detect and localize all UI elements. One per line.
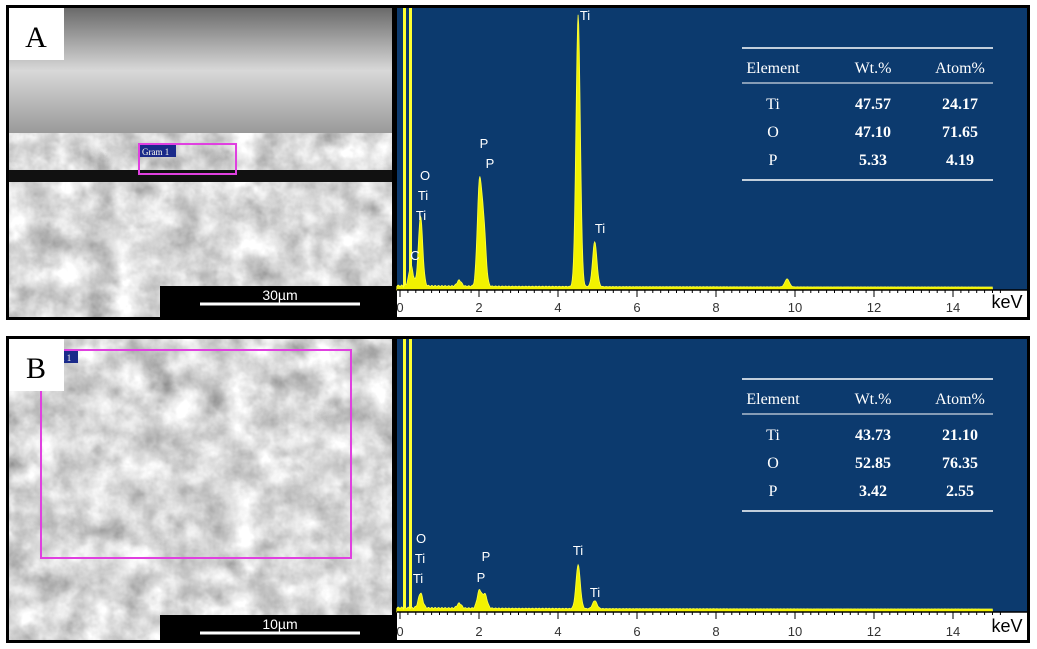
x-tick-label: 10 — [788, 624, 802, 639]
zero-peak — [409, 8, 412, 290]
spectrum-bg — [397, 8, 1027, 290]
x-tick-label: 2 — [475, 300, 482, 315]
peak-label: Ti — [418, 188, 428, 203]
table-cell: 4.19 — [946, 152, 974, 169]
table-cell: P — [769, 152, 778, 169]
table-cell: O — [767, 124, 779, 141]
table-cell: 21.10 — [942, 427, 978, 444]
peak-label: Ti — [595, 221, 605, 236]
scale-bar-bg — [160, 615, 392, 643]
table-header: Atom% — [935, 60, 985, 77]
table-header: Wt.% — [855, 391, 892, 408]
table-cell: P — [769, 483, 778, 500]
panel-letter-bg — [9, 339, 64, 391]
x-tick-label: 14 — [946, 300, 960, 315]
table-cell: 24.17 — [942, 96, 978, 113]
table-cell: 47.10 — [855, 124, 891, 141]
axis-bg — [397, 290, 1027, 317]
peak-label: P — [477, 570, 486, 585]
panel-letter-bg — [9, 8, 64, 60]
peak-label: Ti — [415, 551, 425, 566]
roi-label-bg — [140, 145, 176, 157]
x-tick-label: 6 — [633, 300, 640, 315]
table-cell: 5.33 — [859, 152, 887, 169]
x-tick-label: 10 — [788, 300, 802, 315]
peak-label: P — [486, 156, 495, 171]
peak-label: Ti — [416, 208, 426, 223]
table-cell: Ti — [766, 96, 780, 113]
table-cell: 47.57 — [855, 96, 891, 113]
table-header: Element — [746, 60, 800, 77]
panel: Gram 110µmB02468101214keVOTiTiPPTiTiElem… — [6, 336, 1030, 643]
table-header: Atom% — [935, 391, 985, 408]
spectrum-bg — [397, 339, 1027, 612]
x-tick-label: 2 — [475, 624, 482, 639]
panel-letter: B — [26, 352, 46, 385]
zero-peak — [403, 339, 406, 612]
zero-peak — [409, 339, 412, 612]
table-cell: 71.65 — [942, 124, 978, 141]
roi-label: Gram 1 — [142, 147, 169, 157]
peak-label: O — [420, 168, 430, 183]
spectrum — [396, 14, 993, 291]
sem-background — [9, 8, 392, 133]
table-header: Element — [746, 391, 800, 408]
sem-image — [9, 339, 392, 640]
x-tick-label: 8 — [712, 300, 719, 315]
table-cell: 76.35 — [942, 455, 978, 472]
x-tick-label: 0 — [396, 624, 403, 639]
x-tick-label: 8 — [712, 624, 719, 639]
peak-label: P — [480, 136, 489, 151]
x-tick-label: 0 — [396, 300, 403, 315]
table-header: Wt.% — [855, 60, 892, 77]
x-tick-label: 12 — [867, 624, 881, 639]
table-cell: 52.85 — [855, 455, 891, 472]
x-tick-label: 12 — [867, 300, 881, 315]
sem-gap — [9, 170, 392, 182]
peak-label: Ti — [573, 543, 583, 558]
x-tick-label: 4 — [554, 624, 561, 639]
panel-letter: A — [25, 21, 47, 54]
peak-label: C — [410, 248, 419, 263]
x-unit: keV — [991, 292, 1022, 312]
table-cell: O — [767, 455, 779, 472]
scale-bar-label: 10µm — [262, 616, 297, 632]
zero-peak — [403, 8, 406, 290]
roi-box — [40, 349, 352, 559]
peak-label: O — [416, 531, 426, 546]
axis-bg — [397, 612, 1027, 640]
peak-label: Ti — [413, 571, 423, 586]
x-tick-label: 6 — [633, 624, 640, 639]
table-cell: Ti — [766, 427, 780, 444]
table-cell: 2.55 — [946, 483, 974, 500]
spectrum — [396, 563, 993, 613]
peak-label: P — [482, 549, 491, 564]
x-unit: keV — [991, 616, 1022, 636]
scale-bar-bg — [160, 286, 392, 318]
table-cell: 43.73 — [855, 427, 891, 444]
peak-label: Ti — [580, 8, 590, 23]
table-cell: 3.42 — [859, 483, 887, 500]
roi-box — [138, 143, 237, 175]
peak-label: Ti — [590, 585, 600, 600]
scale-bar-label: 30µm — [262, 287, 297, 303]
x-tick-label: 14 — [946, 624, 960, 639]
x-tick-label: 4 — [554, 300, 561, 315]
